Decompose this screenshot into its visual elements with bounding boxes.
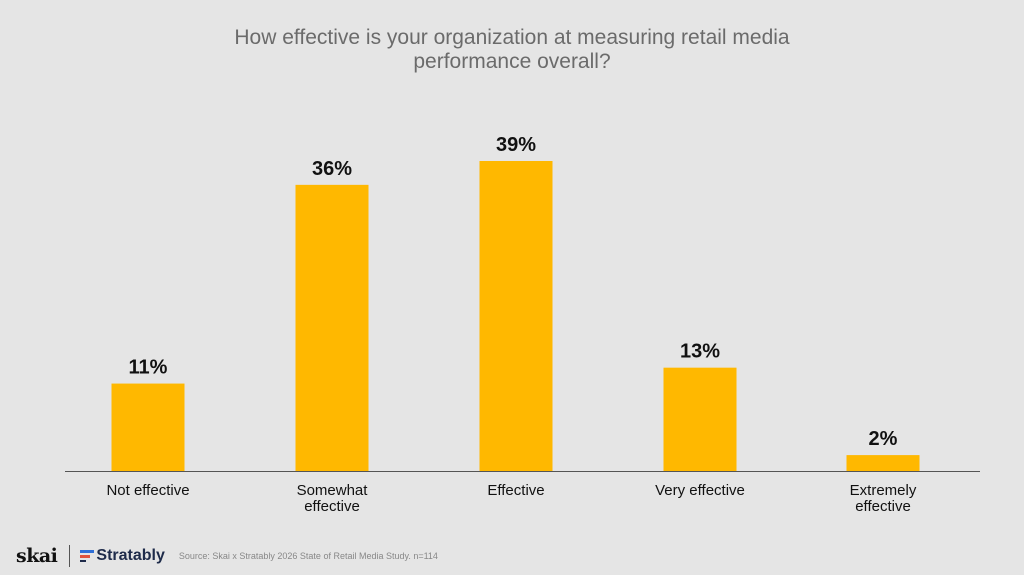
data-label: 39% [496, 134, 536, 156]
logo-divider [69, 545, 71, 567]
data-label: 36% [312, 158, 352, 180]
skai-logo: skai [16, 545, 58, 567]
category-label: Effective [487, 482, 544, 499]
bar-extremely-effective [846, 455, 920, 471]
stratably-logo: Stratably [80, 547, 165, 565]
data-label: 13% [680, 341, 720, 363]
bar-effective [479, 161, 553, 471]
data-label: 2% [869, 428, 898, 450]
category-label: Extremely [850, 482, 917, 499]
stratably-logo-text: Stratably [96, 547, 165, 564]
source-note: Source: Skai x Stratably 2026 State of R… [178, 551, 438, 561]
category-label: Not effective [106, 482, 189, 499]
category-label: effective [855, 498, 911, 515]
footer: skai Stratably Source: Skai x Stratably … [16, 542, 438, 570]
bar-not-effective [111, 383, 185, 471]
chart-title: How effective is your organization at me… [112, 26, 912, 74]
category-label: Very effective [655, 482, 745, 499]
category-label: Somewhat [297, 482, 369, 499]
bar-very-effective [663, 367, 737, 471]
chart-title-line-2: performance overall? [413, 50, 611, 73]
data-label: 11% [129, 357, 168, 379]
category-label: effective [304, 498, 360, 515]
chart-title-line-1: How effective is your organization at me… [234, 26, 790, 49]
stratably-mark-icon [80, 550, 95, 562]
bar-somewhat-effective [295, 184, 369, 471]
